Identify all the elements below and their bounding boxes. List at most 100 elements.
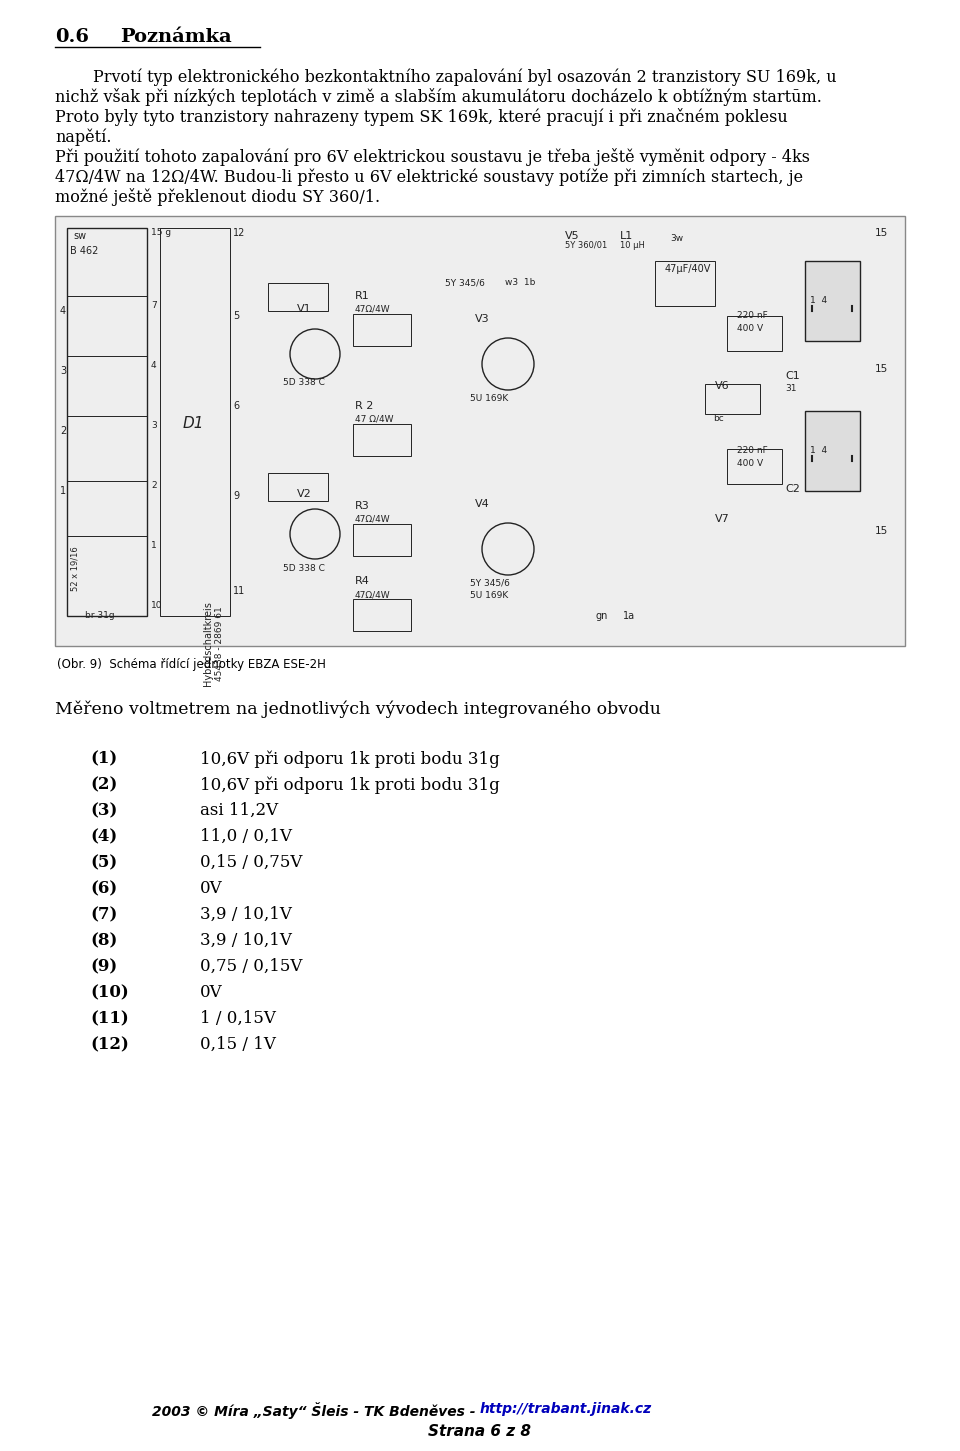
Text: 15: 15: [875, 228, 888, 238]
Text: 400 V: 400 V: [737, 459, 763, 469]
Text: Proto byly tyto tranzistory nahrazeny typem SK 169k, které pracují i při značném: Proto byly tyto tranzistory nahrazeny ty…: [55, 107, 788, 126]
Text: 15: 15: [875, 527, 888, 535]
Text: 10,6V při odporu 1k proti bodu 31g: 10,6V při odporu 1k proti bodu 31g: [200, 750, 500, 768]
Text: R 2: R 2: [355, 400, 373, 411]
Text: 47Ω/4W: 47Ω/4W: [355, 305, 391, 313]
Text: 5D 338 C: 5D 338 C: [283, 379, 324, 387]
Text: 47μF/40V: 47μF/40V: [665, 264, 711, 274]
Text: (5): (5): [90, 855, 117, 871]
Text: 2: 2: [60, 427, 66, 435]
Text: V5: V5: [565, 231, 580, 241]
Text: 1  4: 1 4: [810, 296, 828, 305]
Text: (Obr. 9)  Schéma řídící jednotky EBZA ESE-2H: (Obr. 9) Schéma řídící jednotky EBZA ESE…: [57, 657, 325, 670]
Text: (12): (12): [90, 1036, 129, 1053]
Text: Poznámka: Poznámka: [120, 28, 231, 46]
Text: 5Y 345/6: 5Y 345/6: [470, 577, 510, 588]
Text: (1): (1): [90, 750, 117, 768]
Text: L1: L1: [620, 231, 634, 241]
Text: 2003 © Míra „Saty“ Šleis - TK Bdeněves -: 2003 © Míra „Saty“ Šleis - TK Bdeněves -: [152, 1402, 480, 1419]
Text: 1a: 1a: [623, 611, 636, 621]
Text: 47Ω/4W: 47Ω/4W: [355, 591, 391, 599]
Text: 15: 15: [875, 364, 888, 374]
Text: V2: V2: [297, 489, 312, 499]
FancyBboxPatch shape: [268, 283, 328, 311]
Text: http://trabant.jinak.cz: http://trabant.jinak.cz: [480, 1402, 652, 1416]
Text: 10 μH: 10 μH: [620, 241, 645, 250]
Text: 4: 4: [151, 361, 156, 370]
Text: 1  4: 1 4: [810, 445, 828, 456]
FancyBboxPatch shape: [705, 385, 760, 414]
Text: 3: 3: [151, 421, 156, 429]
Text: možné ještě překlenout diodu SY 360/1.: možné ještě překlenout diodu SY 360/1.: [55, 189, 380, 206]
Text: 0,15 / 0,75V: 0,15 / 0,75V: [200, 855, 302, 871]
Text: 220 nF: 220 nF: [737, 311, 768, 321]
Text: V3: V3: [475, 313, 490, 324]
FancyBboxPatch shape: [655, 261, 715, 306]
Text: Strana 6 z 8: Strana 6 z 8: [428, 1423, 532, 1439]
FancyBboxPatch shape: [727, 316, 782, 351]
Text: 4: 4: [60, 306, 66, 316]
Text: 11,0 / 0,1V: 11,0 / 0,1V: [200, 829, 292, 844]
Text: 2: 2: [151, 480, 156, 490]
Text: Prvotí typ elektronického bezkontaktního zapalování byl osazován 2 tranzistory S: Prvotí typ elektronického bezkontaktního…: [93, 68, 836, 86]
Text: (8): (8): [90, 932, 117, 949]
Text: Hybridschaltkreis: Hybridschaltkreis: [203, 601, 213, 686]
FancyBboxPatch shape: [160, 228, 230, 617]
Text: 12: 12: [233, 228, 246, 238]
Text: 3,9 / 10,1V: 3,9 / 10,1V: [200, 932, 292, 949]
Text: (2): (2): [90, 776, 117, 794]
Text: 47Ω/4W: 47Ω/4W: [355, 515, 391, 524]
Text: 5D 338 C: 5D 338 C: [283, 564, 324, 573]
Text: napětí.: napětí.: [55, 128, 111, 145]
Text: 1: 1: [151, 541, 156, 550]
Text: 10: 10: [151, 601, 162, 609]
FancyBboxPatch shape: [805, 411, 860, 490]
Text: (6): (6): [90, 879, 117, 897]
Text: sw: sw: [73, 231, 86, 241]
Text: 10,6V při odporu 1k proti bodu 31g: 10,6V při odporu 1k proti bodu 31g: [200, 776, 500, 794]
Text: V4: V4: [475, 499, 490, 509]
Text: w3  1b: w3 1b: [505, 279, 536, 287]
Text: Při použití tohoto zapalování pro 6V elektrickou soustavu je třeba ještě vyměnit: Při použití tohoto zapalování pro 6V ele…: [55, 148, 810, 165]
Text: 7: 7: [151, 300, 156, 311]
Text: 9: 9: [233, 490, 239, 501]
FancyBboxPatch shape: [353, 599, 411, 631]
FancyBboxPatch shape: [268, 473, 328, 501]
Text: 1: 1: [60, 486, 66, 496]
Text: 5U 169K: 5U 169K: [470, 591, 508, 601]
Text: R4: R4: [355, 576, 370, 586]
Text: R1: R1: [355, 292, 370, 300]
Text: V1: V1: [297, 305, 312, 313]
Text: (7): (7): [90, 905, 117, 923]
Text: 0V: 0V: [200, 879, 223, 897]
Text: (10): (10): [90, 984, 129, 1001]
Text: gn: gn: [595, 611, 608, 621]
Text: 31: 31: [785, 385, 797, 393]
FancyBboxPatch shape: [727, 448, 782, 485]
Text: 45438 - 2869 61: 45438 - 2869 61: [215, 607, 224, 681]
Text: 1 / 0,15V: 1 / 0,15V: [200, 1010, 276, 1027]
FancyBboxPatch shape: [805, 261, 860, 341]
Text: 47 Ω/4W: 47 Ω/4W: [355, 415, 394, 424]
Text: 5Y 345/6: 5Y 345/6: [445, 279, 485, 287]
Text: R3: R3: [355, 501, 370, 511]
Text: (4): (4): [90, 829, 117, 844]
Text: V7: V7: [715, 514, 730, 524]
Text: 0.6: 0.6: [55, 28, 89, 46]
Text: nichž však při nízkých teplotách v zimě a slabším akumulátoru docházelo k obtížn: nichž však při nízkých teplotách v zimě …: [55, 89, 822, 106]
FancyBboxPatch shape: [67, 228, 147, 617]
Text: 5U 169K: 5U 169K: [470, 395, 508, 403]
FancyBboxPatch shape: [55, 216, 905, 646]
Text: 5: 5: [233, 311, 239, 321]
Text: (11): (11): [90, 1010, 129, 1027]
Text: 400 V: 400 V: [737, 324, 763, 332]
Text: 0,15 / 1V: 0,15 / 1V: [200, 1036, 276, 1053]
Text: br 31g: br 31g: [85, 611, 114, 620]
Text: (9): (9): [90, 958, 117, 975]
FancyBboxPatch shape: [353, 313, 411, 345]
Text: 3: 3: [60, 366, 66, 376]
Text: V6: V6: [715, 382, 730, 390]
Text: 220 nF: 220 nF: [737, 445, 768, 456]
FancyBboxPatch shape: [353, 524, 411, 556]
Text: Měřeno voltmetrem na jednotlivých vývodech integrovaného obvodu: Měřeno voltmetrem na jednotlivých vývode…: [55, 699, 660, 717]
